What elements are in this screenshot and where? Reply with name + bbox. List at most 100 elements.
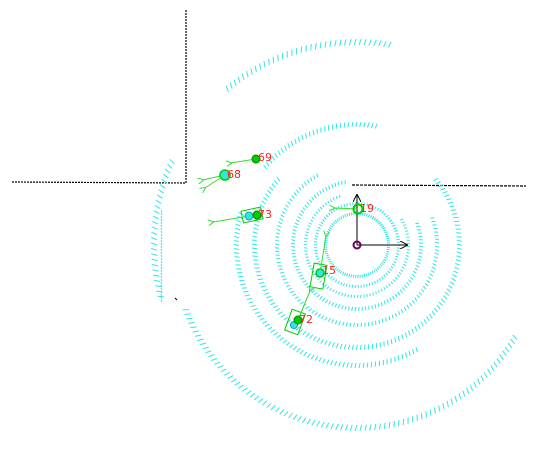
scan-point <box>496 358 501 364</box>
scan-point <box>302 280 307 283</box>
scan-point <box>356 294 359 299</box>
scan-point <box>160 233 163 237</box>
scan-point <box>328 212 331 216</box>
scan-point <box>406 245 411 248</box>
scan-point <box>295 268 301 271</box>
scan-point <box>202 346 209 350</box>
track-15[interactable]: 15 <box>309 236 336 290</box>
scan-point <box>252 255 258 257</box>
track-73[interactable]: 73 <box>213 206 272 223</box>
scan-point <box>289 343 294 349</box>
scan-point <box>277 54 279 62</box>
scan-point <box>152 215 159 220</box>
scan-point <box>397 355 400 361</box>
scan-point <box>411 328 415 334</box>
scan-point <box>385 214 389 218</box>
scan-point <box>371 216 375 220</box>
scan-point <box>386 246 390 249</box>
track-68[interactable]: 68 <box>203 168 241 188</box>
scan-point <box>316 229 320 232</box>
scan-point <box>394 293 398 298</box>
scan-point <box>298 213 303 217</box>
scan-point <box>294 265 299 268</box>
scan-point <box>447 201 454 204</box>
scan-point <box>383 258 387 262</box>
scan-point <box>333 221 336 225</box>
scan-point <box>160 239 163 243</box>
scan-point <box>490 365 495 372</box>
scan-point <box>388 283 391 287</box>
scan-point <box>347 294 350 298</box>
scan-point <box>227 375 234 380</box>
scan-point <box>301 184 305 189</box>
scan-point <box>328 185 331 190</box>
scan-point <box>237 76 241 83</box>
scan-point <box>444 194 450 197</box>
map-walls <box>11 10 527 301</box>
scan-point <box>487 368 492 375</box>
scan-point <box>337 181 340 186</box>
scan-point <box>381 225 385 228</box>
scan-point <box>348 38 352 46</box>
track-72[interactable]: 72 <box>284 291 313 336</box>
scan-point <box>283 207 288 211</box>
scan-point <box>298 186 302 191</box>
scan-point <box>433 256 439 259</box>
scan-point <box>406 248 410 251</box>
scan-point <box>334 220 338 223</box>
scan-point <box>238 211 244 216</box>
scan-point <box>160 254 163 258</box>
scan-point <box>250 68 253 75</box>
scan-point <box>376 279 379 283</box>
scan-point <box>299 301 304 305</box>
scan-point <box>325 214 329 218</box>
scan-point <box>326 286 330 289</box>
scan-point <box>151 264 159 267</box>
scan-point <box>251 247 258 250</box>
scan-point <box>293 192 297 197</box>
track-box <box>309 262 328 290</box>
scan-point <box>281 210 286 215</box>
scan-point <box>223 371 230 376</box>
scan-point <box>351 284 354 288</box>
track-69[interactable]: 69 <box>231 151 272 164</box>
scan-point <box>303 244 308 246</box>
scan-point <box>276 334 281 339</box>
scan-point <box>380 301 383 307</box>
scan-point <box>278 268 283 271</box>
scan-point <box>279 217 284 221</box>
track-19[interactable]: 19 <box>334 202 374 215</box>
scan-point <box>356 322 359 328</box>
scan-point <box>263 197 268 201</box>
scan-point <box>454 266 460 270</box>
track-marker-icon <box>352 203 364 215</box>
scan-point <box>334 182 337 187</box>
scan-point <box>268 299 274 302</box>
scan-point <box>313 213 317 217</box>
scan-point <box>340 281 343 285</box>
scan-point <box>334 303 338 308</box>
track-marker-icon <box>219 169 231 181</box>
scan-point <box>430 217 435 219</box>
scan-point <box>360 322 363 327</box>
scan-point <box>347 122 350 128</box>
scan-point <box>302 330 307 336</box>
scan-point <box>438 184 444 188</box>
scan-point <box>160 263 163 267</box>
scan-point <box>290 290 295 294</box>
scan-point <box>205 350 212 354</box>
scan-point <box>298 328 304 334</box>
scan-point <box>160 275 163 279</box>
scan-point <box>392 279 396 283</box>
scan-point <box>330 360 334 366</box>
scan-point <box>316 294 321 298</box>
scan-point <box>389 219 393 222</box>
scan-point <box>334 279 338 283</box>
scan-point <box>155 199 162 204</box>
scan-point <box>411 299 415 304</box>
scan-point <box>385 235 389 238</box>
scan-point <box>342 282 346 287</box>
wall-horizontal-right <box>351 184 527 187</box>
scan-point <box>438 301 443 307</box>
